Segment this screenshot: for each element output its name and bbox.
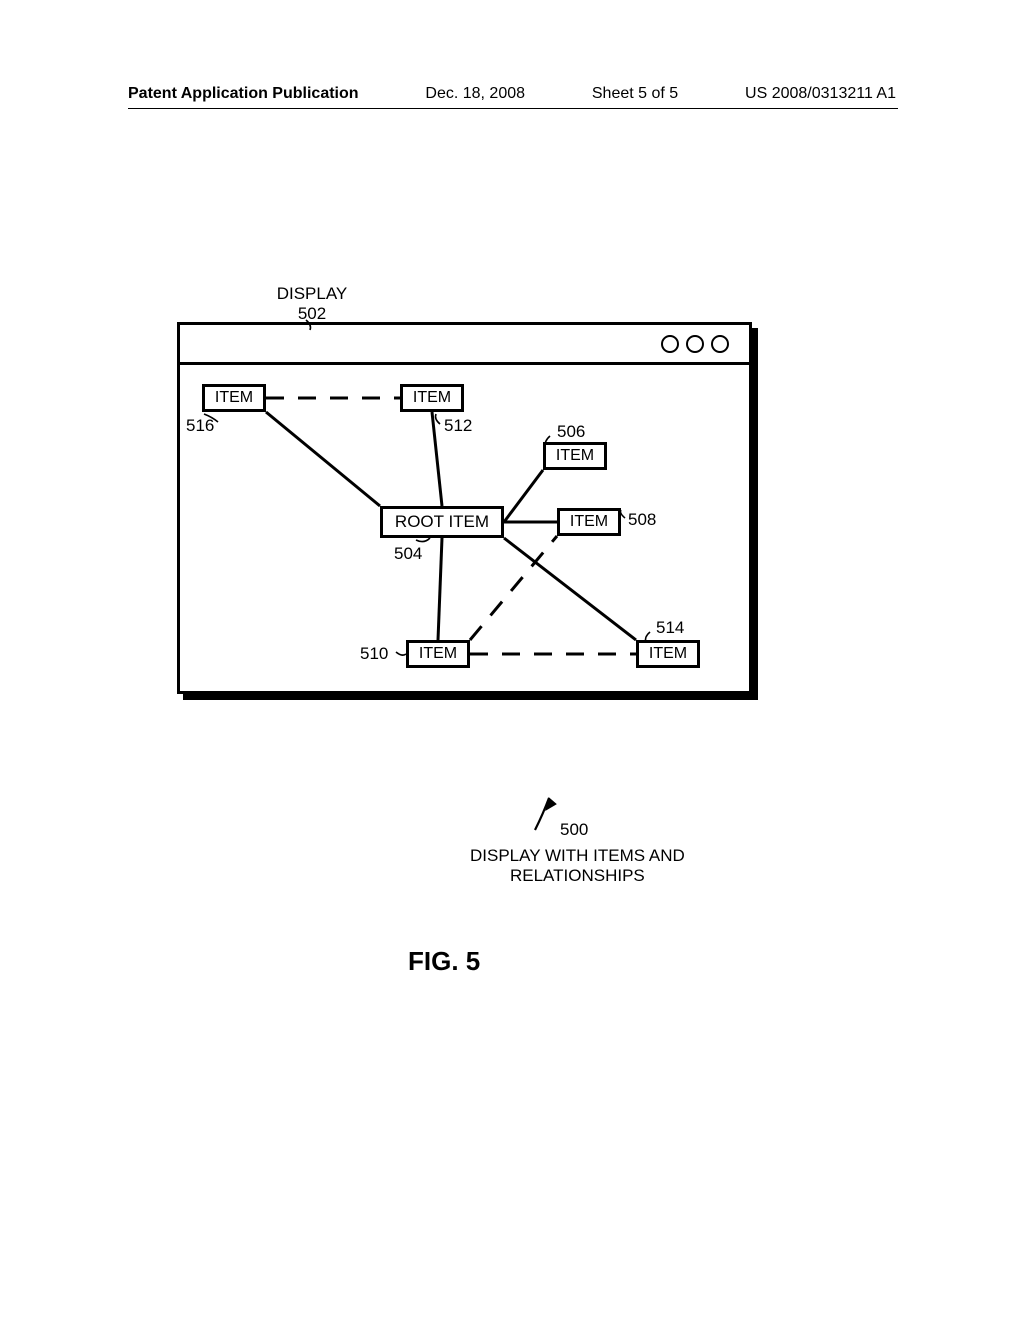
display-title-ref: 502 — [272, 304, 352, 324]
caption-line2: RELATIONSHIPS — [470, 866, 685, 886]
ref-508: 508 — [628, 510, 656, 530]
titlebar-separator — [180, 362, 749, 365]
display-title: DISPLAY 502 — [272, 284, 352, 324]
window-control-icon — [661, 335, 679, 353]
window-control-icon — [686, 335, 704, 353]
figure-number: FIG. 5 — [408, 946, 480, 977]
ref-514: 514 — [656, 618, 684, 638]
figure-caption: DISPLAY WITH ITEMS AND RELATIONSHIPS — [470, 846, 685, 886]
header-divider — [128, 108, 898, 109]
ref-506: 506 — [557, 422, 585, 442]
item-node-516: ITEM — [202, 384, 266, 412]
root-item-node: ROOT ITEM — [380, 506, 504, 538]
item-label: ITEM — [413, 389, 451, 407]
ref-512: 512 — [444, 416, 472, 436]
root-item-label: ROOT ITEM — [395, 512, 489, 532]
item-node-508: ITEM — [557, 508, 621, 536]
item-label: ITEM — [419, 645, 457, 663]
item-node-512: ITEM — [400, 384, 464, 412]
publication-label: Patent Application Publication — [128, 85, 359, 103]
display-title-text: DISPLAY — [272, 284, 352, 304]
item-label: ITEM — [570, 513, 608, 531]
item-node-506: ITEM — [543, 442, 607, 470]
window-control-icon — [711, 335, 729, 353]
page-header: Patent Application Publication Dec. 18, … — [0, 85, 1024, 103]
ref-510: 510 — [360, 644, 388, 664]
ref-500: 500 — [560, 820, 588, 840]
ref-516: 516 — [186, 416, 214, 436]
sheet-label: Sheet 5 of 5 — [592, 85, 678, 103]
item-node-514: ITEM — [636, 640, 700, 668]
caption-line1: DISPLAY WITH ITEMS AND — [470, 846, 685, 866]
item-label: ITEM — [215, 389, 253, 407]
publication-number: US 2008/0313211 A1 — [745, 85, 896, 103]
item-label: ITEM — [556, 447, 594, 465]
ref-504: 504 — [394, 544, 422, 564]
item-label: ITEM — [649, 645, 687, 663]
publication-date: Dec. 18, 2008 — [425, 85, 525, 103]
item-node-510: ITEM — [406, 640, 470, 668]
